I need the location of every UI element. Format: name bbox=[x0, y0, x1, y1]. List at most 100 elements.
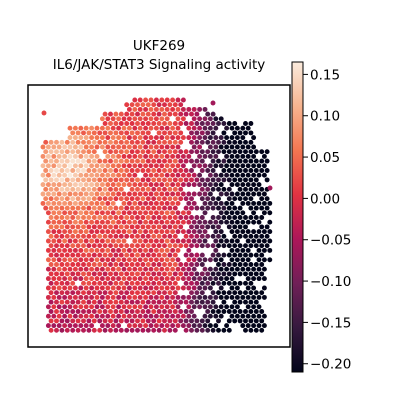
spot bbox=[216, 177, 221, 183]
spot bbox=[153, 200, 159, 206]
spot bbox=[197, 106, 203, 112]
spot bbox=[86, 233, 92, 239]
spot bbox=[54, 158, 59, 164]
spot bbox=[151, 233, 157, 239]
spot bbox=[118, 177, 124, 183]
spot bbox=[67, 247, 73, 253]
spot bbox=[164, 200, 170, 206]
spot bbox=[197, 304, 203, 310]
spot bbox=[56, 238, 62, 244]
spot bbox=[99, 163, 105, 169]
spot bbox=[51, 210, 57, 216]
spot bbox=[124, 309, 130, 314]
spot bbox=[199, 215, 205, 220]
spot bbox=[116, 229, 122, 235]
spot bbox=[83, 247, 89, 253]
spot bbox=[180, 238, 186, 244]
spot bbox=[202, 238, 208, 244]
spot bbox=[145, 252, 151, 258]
spot bbox=[72, 172, 78, 178]
spot bbox=[170, 247, 176, 253]
spot bbox=[159, 163, 165, 169]
spot bbox=[89, 219, 95, 225]
spot bbox=[83, 238, 89, 244]
spot bbox=[194, 290, 200, 296]
spot bbox=[40, 153, 46, 159]
spot bbox=[251, 135, 257, 141]
spot bbox=[191, 219, 197, 225]
spot bbox=[151, 290, 157, 296]
spot bbox=[264, 243, 270, 249]
spot bbox=[234, 257, 240, 263]
spot bbox=[183, 168, 189, 173]
spot bbox=[54, 252, 59, 258]
spot bbox=[213, 172, 219, 178]
spot bbox=[162, 205, 167, 211]
spot bbox=[135, 139, 140, 145]
spot bbox=[216, 243, 221, 249]
spot bbox=[116, 304, 122, 310]
spot bbox=[43, 149, 49, 155]
spot bbox=[45, 163, 51, 169]
spot bbox=[151, 102, 157, 108]
spot bbox=[170, 323, 176, 329]
spot bbox=[102, 111, 108, 117]
spot bbox=[229, 125, 235, 131]
spot bbox=[132, 323, 138, 329]
spot bbox=[56, 153, 62, 159]
spot bbox=[78, 323, 84, 329]
spot bbox=[199, 168, 205, 173]
spot bbox=[91, 271, 97, 277]
spot bbox=[156, 196, 162, 202]
spot bbox=[64, 224, 70, 230]
spot bbox=[162, 290, 167, 296]
spot bbox=[140, 205, 146, 211]
spot bbox=[199, 186, 205, 192]
spot bbox=[175, 200, 181, 206]
spot bbox=[110, 313, 116, 319]
spot bbox=[54, 243, 59, 249]
spot bbox=[99, 257, 105, 263]
spot bbox=[137, 276, 143, 282]
spot bbox=[245, 172, 251, 178]
spot bbox=[70, 309, 76, 314]
spot bbox=[207, 219, 213, 225]
spot bbox=[202, 323, 208, 329]
spot bbox=[129, 299, 135, 305]
spot bbox=[256, 247, 262, 253]
spot bbox=[162, 233, 167, 239]
spot bbox=[102, 121, 108, 126]
spot bbox=[121, 229, 127, 235]
spot bbox=[67, 135, 73, 141]
spot bbox=[86, 149, 92, 155]
spot bbox=[202, 135, 208, 141]
spot bbox=[56, 304, 62, 310]
spot bbox=[97, 271, 103, 277]
spot bbox=[167, 158, 173, 164]
spot bbox=[83, 285, 89, 291]
spot bbox=[221, 139, 227, 145]
spot bbox=[226, 309, 232, 314]
spot bbox=[234, 247, 240, 253]
spot bbox=[210, 327, 216, 333]
spot bbox=[186, 172, 192, 178]
spot bbox=[159, 116, 165, 122]
spot bbox=[162, 243, 167, 249]
spot bbox=[240, 247, 246, 253]
spot bbox=[237, 149, 243, 155]
spot bbox=[251, 191, 257, 197]
spot bbox=[72, 135, 78, 141]
spot bbox=[191, 200, 197, 206]
spot bbox=[94, 191, 100, 197]
spot bbox=[237, 299, 243, 305]
spot bbox=[45, 266, 51, 272]
spot bbox=[45, 182, 51, 188]
spot bbox=[248, 149, 254, 155]
spot bbox=[97, 327, 103, 333]
spot bbox=[240, 219, 246, 225]
spot bbox=[110, 229, 116, 235]
spot bbox=[140, 271, 146, 277]
spot bbox=[75, 262, 81, 267]
spot bbox=[205, 196, 211, 202]
spot bbox=[167, 121, 173, 126]
